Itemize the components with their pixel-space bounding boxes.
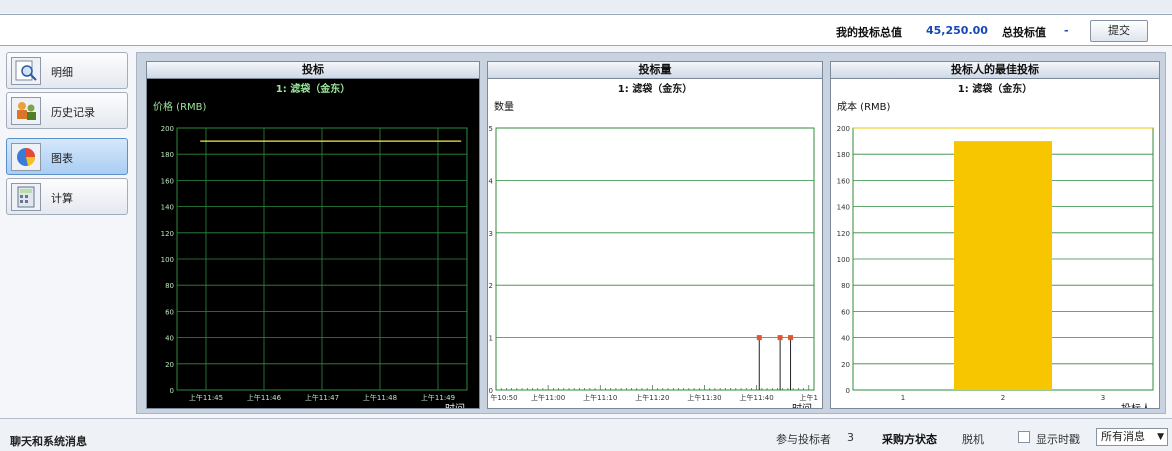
y-axis-label: 成本 (RMB) xyxy=(837,100,891,113)
x-tick-label: 上午11:46 xyxy=(247,393,282,402)
magnifier-doc-icon xyxy=(11,57,41,85)
chat-label: 聊天和系统消息 xyxy=(10,435,87,448)
y-tick-label: 3 xyxy=(489,230,493,238)
y-axis-label: 数量 xyxy=(494,100,514,113)
buyer-status-value: 脱机 xyxy=(962,433,984,446)
y-tick-label: 140 xyxy=(837,204,850,212)
y-tick-label: 20 xyxy=(841,361,850,369)
y-tick-label: 100 xyxy=(161,256,174,264)
y-tick-label: 40 xyxy=(165,335,174,343)
panel-title: 投标量 xyxy=(488,62,822,79)
my-total-label: 我的投标总值 xyxy=(836,26,902,39)
panel-title: 投标人的最佳投标 xyxy=(831,62,1159,79)
show-time-checkbox[interactable] xyxy=(1018,431,1030,443)
x-tick-label: 1 xyxy=(901,394,905,402)
bid-summary-bar: 我的投标总值 45,250.00 总投标值 - 提交 xyxy=(0,14,1172,46)
best-bids-chart: 1: 滤袋（金东） 成本 (RMB) 投标人 0 20 40 60 80 100 120 140 16… xyxy=(837,82,1154,408)
total-bid-value: - xyxy=(1064,24,1069,37)
bid-point xyxy=(788,335,794,341)
message-filter-value: 所有消息 xyxy=(1101,430,1145,443)
y-tick-label: 80 xyxy=(841,282,850,290)
chevron-down-icon: ▼ xyxy=(1157,432,1164,442)
pie-chart-icon xyxy=(11,143,41,171)
y-tick-label: 80 xyxy=(165,282,174,290)
nav-item-label: 计算 xyxy=(51,192,73,205)
chart-subtitle: 1: 滤袋（金东） xyxy=(958,82,1032,95)
x-tick-label: 上午1 xyxy=(800,393,818,402)
y-tick-label: 120 xyxy=(161,230,174,238)
x-tick-label: 上午11:00 xyxy=(531,393,565,402)
plot-frame xyxy=(495,127,815,391)
panel-title: 投标 xyxy=(147,62,479,79)
x-tick-label: 3 xyxy=(1101,394,1105,402)
y-tick-label: 5 xyxy=(489,125,493,133)
x-tick-label: 午10:50 xyxy=(490,393,517,402)
y-tick-label: 2 xyxy=(489,282,493,290)
nav-item-charts[interactable]: 图表 xyxy=(6,138,128,175)
x-axis-label: 投标人 xyxy=(1121,402,1151,408)
y-tick-label: 120 xyxy=(837,230,850,238)
my-total-value: 45,250.00 xyxy=(926,24,988,37)
status-bar: 聊天和系统消息 参与投标者 3 采购方状态 脱机 显示时戳 所有消息 ▼ xyxy=(0,418,1172,451)
bid-quantity-panel: 投标量 1: 滤袋（金东） 数量时间 0 1 2 3 4 5 午10:50 上午11:00 上午11… xyxy=(487,61,823,409)
message-filter-select[interactable]: 所有消息 ▼ xyxy=(1096,428,1168,446)
x-tick-label: 上午11:20 xyxy=(635,393,669,402)
x-tick-label: 上午11:10 xyxy=(583,393,617,402)
y-tick-label: 180 xyxy=(161,151,174,159)
x-axis-label: 时间 xyxy=(445,402,465,408)
y-tick-label: 160 xyxy=(837,177,850,185)
chart-area: 投标 1: 滤袋（金东）价格 (RMB)时间020406080100120140… xyxy=(136,52,1166,414)
y-tick-label: 20 xyxy=(165,361,174,369)
bid-price-chart: 1: 滤袋（金东） 价格 (RMB) 时间 0 20 40 60 80 100 120 140 160… xyxy=(153,82,468,408)
x-tick-label: 上午11:49 xyxy=(421,393,455,402)
y-tick-label: 60 xyxy=(841,308,850,316)
calculator-icon xyxy=(11,183,41,211)
bid-point xyxy=(756,335,762,341)
y-tick-label: 0 xyxy=(489,387,493,395)
nav-item-details[interactable]: 明细 xyxy=(6,52,128,89)
y-tick-label: 60 xyxy=(165,308,174,316)
participants-label: 参与投标者 xyxy=(776,433,831,446)
y-tick-label: 0 xyxy=(170,387,174,395)
y-axis-label: 价格 (RMB) xyxy=(153,100,207,113)
nav-item-label: 明细 xyxy=(51,66,73,79)
bid-bar xyxy=(954,141,1052,390)
y-tick-label: 40 xyxy=(841,335,850,343)
y-tick-label: 4 xyxy=(489,177,494,185)
top-strip xyxy=(0,0,1172,13)
x-tick-label: 上午11:45 xyxy=(189,393,223,402)
x-tick-label: 上午11:30 xyxy=(687,393,721,402)
x-axis-label: 时间 xyxy=(792,402,812,408)
y-tick-label: 180 xyxy=(837,151,850,159)
nav-item-label: 图表 xyxy=(51,152,73,165)
y-tick-label: 100 xyxy=(837,256,850,264)
y-tick-label: 160 xyxy=(161,177,174,185)
nav-item-label: 历史记录 xyxy=(51,106,95,119)
chart-subtitle: 1: 滤袋（金东） xyxy=(618,82,692,95)
bid-point xyxy=(777,335,783,341)
y-tick-label: 140 xyxy=(161,204,174,212)
chart-subtitle: 1: 滤袋（金东） xyxy=(276,82,350,95)
nav-item-calculate[interactable]: 计算 xyxy=(6,178,128,215)
submit-button[interactable]: 提交 xyxy=(1090,20,1148,42)
y-tick-label: 200 xyxy=(837,125,850,133)
history-people-icon xyxy=(11,97,41,125)
buyer-status-label: 采购方状态 xyxy=(882,433,937,446)
best-bids-panel: 投标人的最佳投标 1: 滤袋（金东） 成本 (RMB) 投标人 0 20 40 60 80 10… xyxy=(830,61,1160,409)
y-tick-label: 1 xyxy=(489,335,493,343)
participants-count: 3 xyxy=(847,431,854,444)
y-tick-label: 200 xyxy=(161,125,174,133)
y-tick-label: 0 xyxy=(846,387,850,395)
x-tick-label: 2 xyxy=(1001,394,1005,402)
total-bid-label: 总投标值 xyxy=(1002,26,1046,39)
bid-quantity-chart: 1: 滤袋（金东） 数量时间 0 1 2 3 4 5 午10:50 上午11:00 上午11:10 上… xyxy=(489,82,818,408)
nav-item-history[interactable]: 历史记录 xyxy=(6,92,128,129)
bid-price-panel: 投标 1: 滤袋（金东） 价格 (RMB) 时间 0 20 40 60 80 100 120 140… xyxy=(146,61,480,409)
show-time-label: 显示时戳 xyxy=(1036,433,1080,446)
x-tick-label: 上午11:47 xyxy=(305,393,339,402)
x-tick-label: 上午11:40 xyxy=(740,393,774,402)
x-tick-label: 上午11:48 xyxy=(363,393,397,402)
